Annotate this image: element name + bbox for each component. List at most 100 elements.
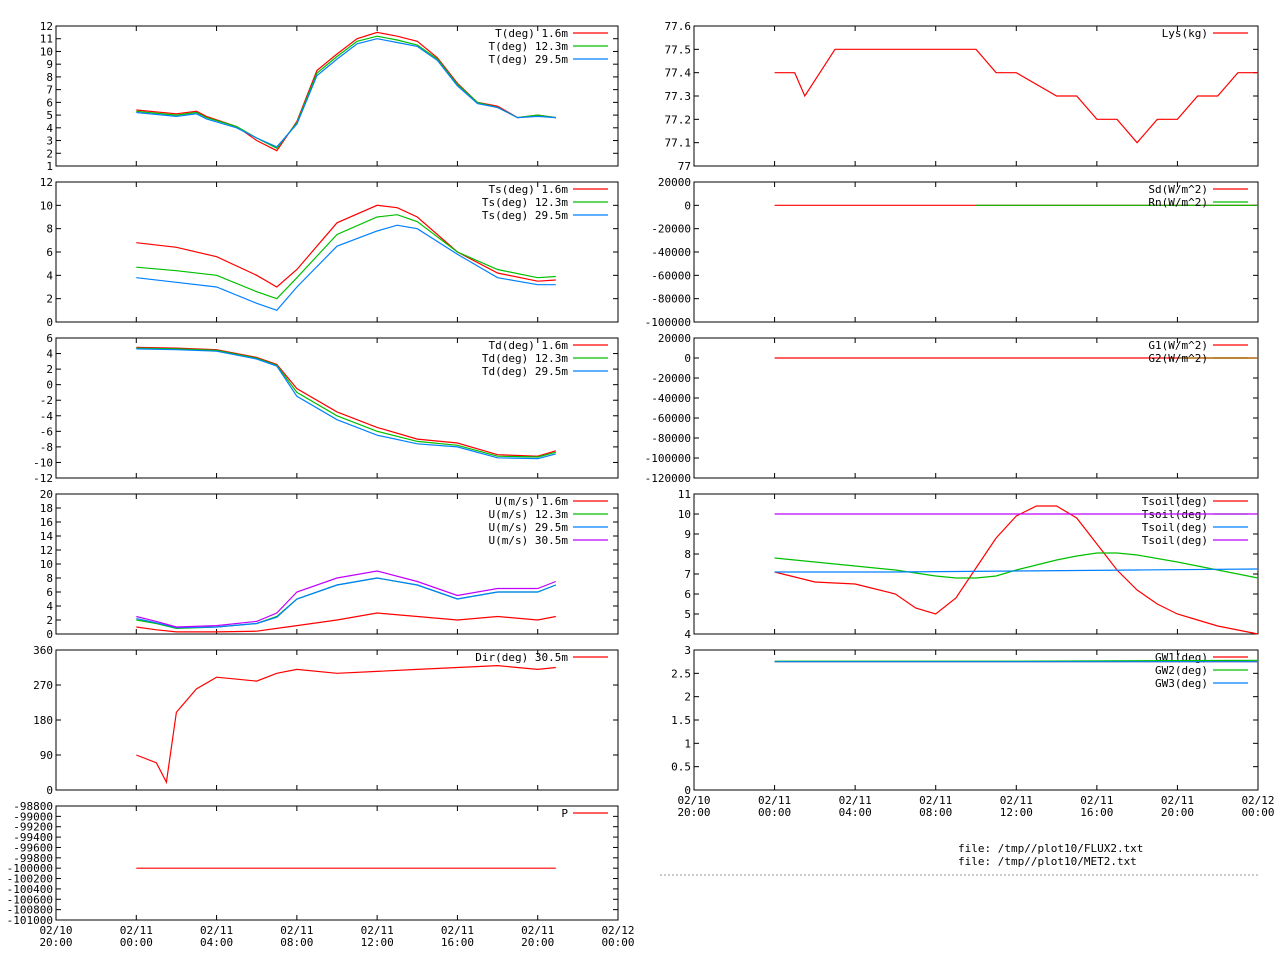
y-tick-label: -20000	[651, 223, 691, 236]
plot-frame	[55, 337, 619, 479]
y-tick-label: 2	[46, 363, 53, 376]
x-tick-label: 02/11	[441, 924, 474, 937]
y-tick-label: 8	[46, 223, 53, 236]
y-tick-label: 0.5	[671, 761, 691, 774]
legend-label: Lys(kg)	[1162, 27, 1208, 40]
y-tick-label: -60000	[651, 412, 691, 425]
y-tick-label: 2.5	[671, 667, 691, 680]
y-tick-label: 10	[40, 558, 53, 571]
chart-lys: 77 77.1 77.2 77.3 77.4 77.5 77.6 Lys(kg)	[665, 20, 1259, 173]
series-line-lys-0	[774, 48, 1258, 144]
series-line-u-2	[136, 577, 557, 629]
y-tick-label: 77.4	[665, 67, 692, 80]
file-label-2: file: /tmp//plot10/MET2.txt	[958, 855, 1137, 868]
y-tick-label: 3	[684, 644, 691, 657]
y-tick-label: 4	[46, 600, 53, 613]
plot-frame	[55, 649, 619, 791]
y-tick-label: -99800	[13, 852, 53, 865]
y-tick-label: 77.3	[665, 90, 692, 103]
y-tick-label: 2	[46, 293, 53, 306]
y-tick-label: 1	[684, 737, 691, 750]
legend-label: U(m/s) 29.5m	[489, 521, 569, 534]
legend-label: U(m/s) 1.6m	[495, 495, 568, 508]
legend-label: G1(W/m^2)	[1148, 339, 1208, 352]
y-tick-label: 8	[46, 572, 53, 585]
y-tick-label: -80000	[651, 432, 691, 445]
x-tick-label: 00:00	[758, 806, 791, 819]
chart-ground: -120000 -100000 -80000 -60000 -40000 -20000 0 2…	[645, 332, 1259, 485]
y-tick-label: 2	[684, 691, 691, 704]
y-tick-label: 0	[684, 199, 691, 212]
legend-label: GW3(deg)	[1155, 677, 1208, 690]
series-line-td-1	[136, 347, 556, 458]
y-tick-label: -100200	[7, 873, 53, 886]
x-tick-label: 08:00	[919, 806, 952, 819]
legend-label: T(deg) 1.6m	[495, 27, 568, 40]
y-tick-label: -40000	[651, 392, 691, 405]
y-tick-label: -80000	[651, 293, 691, 306]
x-tick-label: 02/11	[280, 924, 313, 937]
y-tick-label: -6	[40, 425, 53, 438]
plot-frame	[693, 25, 1259, 167]
y-tick-label: -99200	[13, 821, 53, 834]
y-tick-label: -12	[33, 472, 53, 485]
y-tick-label: 4	[684, 628, 691, 641]
x-tick-label: 16:00	[441, 936, 474, 949]
y-tick-label: 77	[678, 160, 691, 173]
y-tick-label: -40000	[651, 246, 691, 259]
x-tick-label: 02/12	[601, 924, 634, 937]
y-tick-label: -100000	[645, 452, 691, 465]
y-tick-label: 1	[46, 160, 53, 173]
y-tick-label: 0	[46, 628, 53, 641]
y-tick-label: -8	[40, 441, 53, 454]
y-tick-label: 10	[678, 508, 691, 521]
legend-label: G2(W/m^2)	[1148, 352, 1208, 365]
file-label-1: file: /tmp//plot10/FLUX2.txt	[958, 842, 1143, 855]
series-line-ts-2	[136, 224, 556, 312]
legend-label: GW2(deg)	[1155, 664, 1208, 677]
x-tick-label: 20:00	[39, 936, 72, 949]
y-tick-label: 5	[46, 109, 53, 122]
y-tick-label: 7	[46, 84, 53, 97]
y-tick-label: 3	[46, 135, 53, 148]
y-tick-label: 11	[678, 488, 691, 501]
legend-label: T(deg) 29.5m	[489, 53, 569, 66]
y-tick-label: 0	[46, 379, 53, 392]
y-tick-label: 12	[40, 176, 53, 189]
y-tick-label: 360	[33, 644, 53, 657]
series-line-td-0	[136, 346, 556, 457]
x-tick-label: 02/11	[1000, 794, 1033, 807]
y-tick-label: 6	[46, 246, 53, 259]
x-tick-label: 02/11	[1080, 794, 1113, 807]
y-tick-label: -4	[40, 410, 54, 423]
y-tick-label: 20	[40, 488, 53, 501]
y-tick-label: 90	[40, 749, 53, 762]
legend-label: Ts(deg) 1.6m	[489, 183, 569, 196]
plot-frame	[693, 493, 1259, 635]
y-tick-label: 77.1	[665, 137, 692, 150]
plot-frame	[55, 25, 619, 167]
x-tick-label: 00:00	[601, 936, 634, 949]
x-tick-label: 00:00	[120, 936, 153, 949]
y-tick-label: 12	[40, 20, 53, 33]
x-tick-label: 20:00	[521, 936, 554, 949]
y-tick-label: 6	[46, 96, 53, 109]
y-tick-label: 4	[46, 348, 53, 361]
y-tick-label: 12	[40, 544, 53, 557]
series-line-ts-1	[136, 214, 556, 300]
y-tick-label: -99600	[13, 841, 53, 854]
series-line-u-3	[136, 570, 557, 628]
series-line-gw-1	[774, 659, 1259, 662]
y-tick-label: 6	[46, 332, 53, 345]
y-tick-label: 0	[684, 352, 691, 365]
x-tick-label: 12:00	[1000, 806, 1033, 819]
chart-tsoil: 4567891011Tsoil(deg)Tsoil(deg)Tsoil(deg)…	[678, 488, 1259, 641]
series-line-dir-0	[136, 664, 556, 785]
y-tick-label: 0	[684, 784, 691, 797]
x-tick-label: 02/11	[521, 924, 554, 937]
y-tick-label: -100000	[7, 862, 53, 875]
x-tick-label: 02/11	[919, 794, 952, 807]
